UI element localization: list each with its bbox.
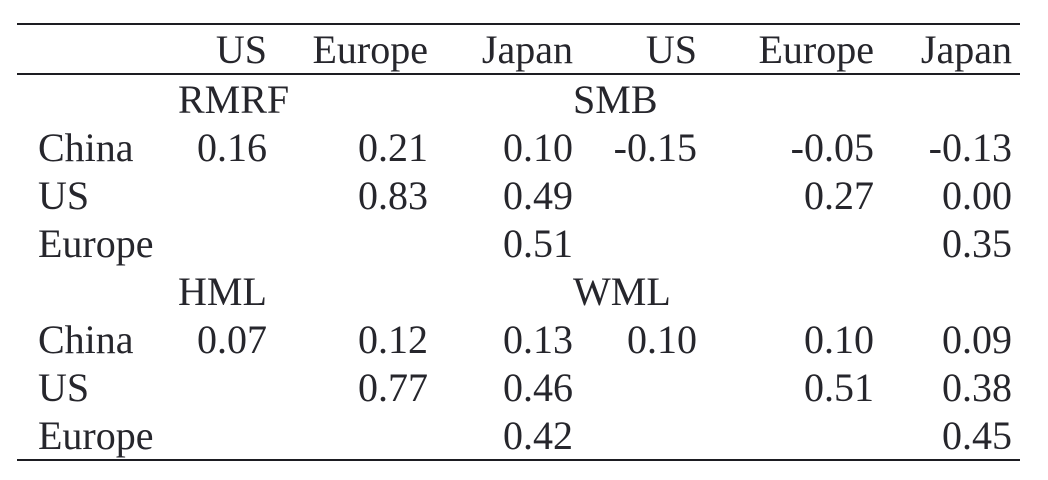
value-cell: 0.16	[197, 124, 267, 170]
value-cell: 0.45	[942, 412, 1012, 458]
table-row: US 0.83 0.49 0.27 0.00	[17, 171, 1020, 219]
value-cell: 0.46	[503, 364, 573, 410]
value-cell: -0.15	[613, 124, 697, 170]
value-cell	[267, 411, 428, 460]
value-cell	[697, 411, 874, 460]
value-cell: 0.21	[358, 124, 428, 170]
value-cell	[178, 171, 267, 219]
value-cell	[697, 219, 874, 267]
value-cell	[178, 219, 267, 267]
section-label-wml: WML	[573, 268, 671, 314]
table-row: China 0.16 0.21 0.10 -0.15 -0.05 -0.13	[17, 123, 1020, 171]
section-label-row: HML WML	[17, 267, 1020, 315]
value-cell: 0.38	[942, 364, 1012, 410]
table-row: Europe 0.42 0.45	[17, 411, 1020, 460]
value-cell: 0.77	[358, 364, 428, 410]
value-cell	[573, 363, 697, 411]
table-row: China 0.07 0.12 0.13 0.10 0.10 0.09	[17, 315, 1020, 363]
column-header-us-1: US	[215, 26, 267, 72]
value-cell: 0.07	[197, 316, 267, 362]
value-cell	[573, 219, 697, 267]
header-row: US Europe Japan US Europe Japan	[17, 24, 1020, 74]
section-label-row: RMRF SMB	[17, 74, 1020, 123]
value-cell: 0.10	[804, 316, 874, 362]
value-cell: 0.27	[804, 172, 874, 218]
value-cell	[573, 171, 697, 219]
column-header-empty	[17, 24, 178, 74]
value-cell	[178, 411, 267, 460]
value-cell	[573, 411, 697, 460]
value-cell: 0.42	[503, 412, 573, 458]
row-label: China	[38, 316, 134, 362]
table-row: US 0.77 0.46 0.51 0.38	[17, 363, 1020, 411]
value-cell: 0.51	[804, 364, 874, 410]
row-label: China	[38, 124, 134, 170]
value-cell: 0.83	[358, 172, 428, 218]
value-cell: 0.49	[503, 172, 573, 218]
row-label: US	[38, 364, 90, 410]
value-cell: 0.10	[503, 124, 573, 170]
value-cell: 0.12	[358, 316, 428, 362]
column-header-europe-2: Europe	[758, 26, 874, 72]
value-cell: 0.13	[503, 316, 573, 362]
value-cell	[178, 363, 267, 411]
row-label: Europe	[38, 412, 154, 458]
value-cell: 0.00	[942, 172, 1012, 218]
value-cell: -0.05	[790, 124, 874, 170]
row-label: Europe	[38, 220, 154, 266]
table-row: Europe 0.51 0.35	[17, 219, 1020, 267]
column-header-japan-2: Japan	[920, 26, 1012, 72]
empty-cell	[17, 74, 178, 123]
value-cell: 0.09	[942, 316, 1012, 362]
section-label-smb: SMB	[573, 76, 658, 122]
column-header-us-2: US	[645, 26, 697, 72]
value-cell: 0.51	[503, 220, 573, 266]
value-cell	[267, 219, 428, 267]
value-cell: 0.35	[942, 220, 1012, 266]
factor-correlation-table: US Europe Japan US Europe Japan RMRF SMB…	[17, 23, 1020, 461]
section-label-rmrf: RMRF	[178, 76, 290, 122]
empty-cell	[17, 267, 178, 315]
row-label: US	[38, 172, 90, 218]
value-cell: -0.13	[928, 124, 1012, 170]
section-label-hml: HML	[178, 268, 267, 314]
value-cell: 0.10	[627, 316, 697, 362]
column-header-japan-1: Japan	[481, 26, 573, 72]
column-header-europe-1: Europe	[312, 26, 428, 72]
